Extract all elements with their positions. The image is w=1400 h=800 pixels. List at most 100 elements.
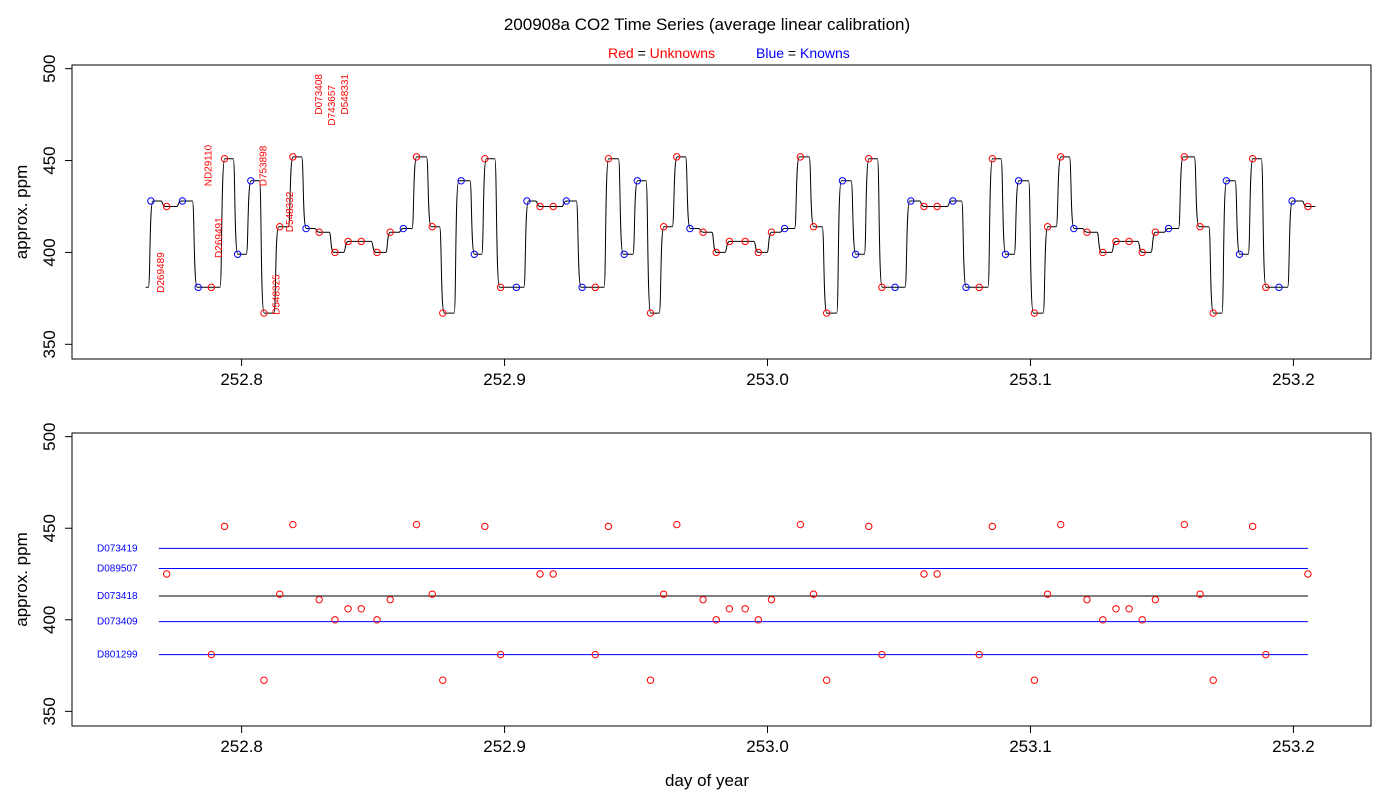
unknown-point bbox=[1057, 520, 1065, 529]
known-point bbox=[302, 224, 310, 233]
top-x-tick-label: 252.9 bbox=[483, 370, 526, 389]
known-point bbox=[1288, 197, 1296, 205]
unknown-point bbox=[1262, 650, 1270, 659]
unknown-point bbox=[386, 595, 394, 604]
unknown-point bbox=[289, 153, 297, 161]
unknown-point bbox=[428, 590, 436, 598]
top-x-tick-label: 253.1 bbox=[1009, 370, 1052, 389]
unknown-point bbox=[1196, 223, 1204, 231]
unknown-point bbox=[220, 522, 229, 531]
unknown-point bbox=[1248, 155, 1257, 163]
unknown-point bbox=[162, 202, 171, 211]
reference-label: D089507 bbox=[97, 564, 138, 575]
unknown-point bbox=[373, 248, 381, 257]
unknown-point bbox=[162, 570, 171, 578]
bottom-y-tick-label: 500 bbox=[40, 422, 59, 450]
unknown-point bbox=[1083, 228, 1091, 236]
unknown-point bbox=[933, 570, 941, 578]
unknown-point bbox=[822, 309, 831, 317]
known-point bbox=[247, 177, 255, 185]
top-panel: 252.8 252.9 253.0 253.1 253.2 350 400 450 500 app… bbox=[12, 54, 1372, 389]
known-point bbox=[1275, 283, 1283, 292]
legend-unknowns-eq: = bbox=[634, 45, 650, 61]
unknown-point bbox=[1262, 283, 1270, 292]
unknown-point bbox=[357, 605, 365, 613]
known-point bbox=[523, 197, 531, 205]
known-point bbox=[578, 283, 586, 292]
known-point bbox=[838, 177, 847, 185]
unknown-point bbox=[549, 570, 557, 578]
unknown-point bbox=[207, 283, 216, 292]
known-point bbox=[620, 250, 628, 258]
unknown-point bbox=[373, 616, 381, 624]
unknown-point bbox=[260, 676, 268, 684]
unknown-point bbox=[357, 237, 365, 246]
unknown-point bbox=[754, 248, 763, 257]
unknown-point bbox=[1304, 570, 1312, 578]
unknown-point bbox=[315, 595, 323, 604]
legend-knowns-label: Knowns bbox=[800, 45, 850, 61]
unknown-point bbox=[604, 155, 613, 163]
unknown-point bbox=[496, 283, 505, 292]
legend-knowns-eq: = bbox=[784, 45, 800, 61]
unknown-point bbox=[796, 153, 805, 161]
unknown-point bbox=[536, 570, 544, 578]
sample-id-annotation: D073408 bbox=[314, 74, 325, 115]
known-point bbox=[1235, 250, 1244, 258]
unknown-point bbox=[1304, 202, 1312, 211]
unknown-point bbox=[754, 616, 763, 624]
unknown-point bbox=[412, 520, 421, 529]
unknown-point bbox=[725, 237, 734, 246]
top-y-tick-label: 400 bbox=[40, 238, 59, 266]
unknown-point bbox=[1057, 153, 1065, 161]
known-point bbox=[1014, 177, 1023, 185]
known-point bbox=[891, 283, 899, 292]
unknown-point bbox=[536, 202, 544, 211]
known-point bbox=[780, 224, 789, 233]
unknown-point bbox=[1196, 590, 1204, 598]
unknown-point bbox=[331, 248, 339, 257]
unknown-point bbox=[659, 223, 668, 231]
unknown-point bbox=[1043, 223, 1052, 231]
known-point bbox=[147, 197, 155, 205]
unknown-point bbox=[878, 283, 886, 292]
unknown-point bbox=[1030, 309, 1039, 317]
chart-title: 200908a CO2 Time Series (average linear … bbox=[504, 15, 910, 34]
unknown-point bbox=[386, 228, 394, 236]
unknown-point bbox=[1099, 616, 1107, 624]
unknown-point bbox=[988, 522, 997, 531]
unknown-point bbox=[344, 605, 352, 613]
known-point bbox=[633, 177, 642, 185]
sample-id-annotation: D753898 bbox=[259, 145, 270, 186]
reference-label: D073419 bbox=[97, 543, 138, 554]
legend: Red = Unknowns Blue = Knowns bbox=[608, 45, 850, 61]
top-y-tick-label: 450 bbox=[40, 146, 59, 174]
unknown-point bbox=[439, 309, 447, 317]
known-point bbox=[233, 250, 242, 258]
unknown-point bbox=[591, 650, 599, 659]
unknown-point bbox=[1030, 676, 1039, 684]
bottom-x-tick-label: 253.0 bbox=[746, 737, 789, 756]
unknown-point bbox=[673, 520, 681, 529]
unknown-point bbox=[1112, 237, 1120, 246]
sample-id-annotation: D548332 bbox=[285, 191, 296, 232]
unknown-point bbox=[865, 155, 873, 163]
x-axis-label: day of year bbox=[665, 771, 749, 790]
top-x-tick-label: 252.8 bbox=[220, 370, 263, 389]
unknown-point bbox=[699, 595, 707, 604]
unknown-point bbox=[725, 605, 734, 613]
unknown-point bbox=[1138, 616, 1146, 624]
unknown-point bbox=[920, 570, 928, 578]
bottom-x-tick-label: 252.9 bbox=[483, 737, 526, 756]
unknown-point bbox=[1099, 248, 1107, 257]
unknown-point bbox=[1151, 228, 1160, 236]
unknown-point bbox=[920, 202, 928, 211]
bottom-x-tick-label: 253.2 bbox=[1272, 737, 1315, 756]
unknown-point bbox=[1083, 595, 1091, 604]
unknown-point bbox=[331, 616, 339, 624]
unknown-point bbox=[659, 590, 668, 598]
sample-id-annotation: D548331 bbox=[340, 74, 351, 115]
bottom-y-axis-label: approx. ppm bbox=[12, 532, 31, 627]
known-point bbox=[686, 224, 694, 233]
unknown-point bbox=[646, 676, 655, 684]
